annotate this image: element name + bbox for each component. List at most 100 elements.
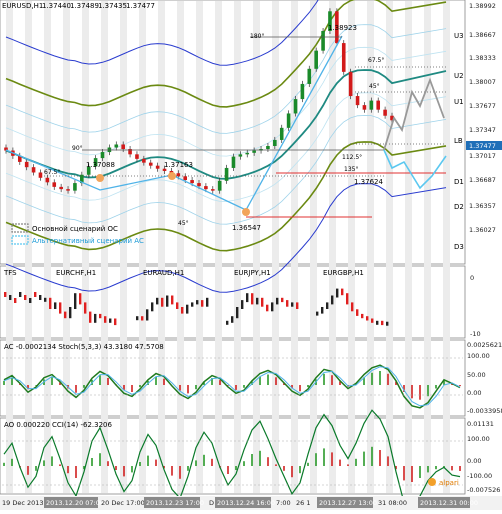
time-label-6: 2013.12.24 16:00 <box>217 499 275 507</box>
candle-body <box>142 158 146 163</box>
candle-body <box>190 180 194 184</box>
tfs-left-bar <box>4 292 7 297</box>
tfs-bar <box>206 297 209 307</box>
tfs-bar <box>331 295 334 305</box>
time-label-8: 26 1 <box>296 499 310 507</box>
candle-body <box>307 68 312 84</box>
tfs-bar <box>89 311 92 323</box>
tfs-bar <box>371 318 374 323</box>
tfs-bar <box>261 297 264 307</box>
tfs-bar <box>151 302 154 312</box>
level-u1: U1 <box>454 98 464 106</box>
tfs-bar <box>186 304 189 314</box>
price-tick-2: 1.38667 <box>469 31 496 39</box>
session-shade <box>405 1 412 493</box>
price-tick-7: 1.37017 <box>469 152 496 160</box>
candle-body <box>383 109 387 116</box>
session-shade <box>253 1 260 493</box>
tfs-bar <box>271 302 274 312</box>
session-shade <box>158 1 165 493</box>
candle-body <box>121 144 125 150</box>
tfs-bar <box>79 293 82 305</box>
tfs-bar <box>171 295 174 305</box>
tfs-bar <box>201 300 204 307</box>
price-tick-5: 1.37677 <box>469 102 496 110</box>
price-tick-1: 1.38992 <box>469 2 496 10</box>
candle-body <box>197 183 201 187</box>
tfs-bar <box>321 307 324 314</box>
tfs-bar <box>231 316 234 323</box>
ac-axis-2: 100.00 <box>467 352 490 360</box>
angle-180: 180° <box>250 33 264 40</box>
session-shade <box>443 1 450 493</box>
ac-axis-5: -0.0033958 <box>467 407 502 415</box>
band-line-5 <box>5 115 447 225</box>
tfs-bar <box>176 302 179 309</box>
time-label-3: 20 Dec 17:00 <box>101 499 145 507</box>
angle-112: 112.5° <box>342 154 362 161</box>
tfs-bar <box>316 311 319 316</box>
ao-axis-5: -0.007526 <box>467 486 500 494</box>
session-shade <box>310 1 317 493</box>
candle-body <box>128 149 132 155</box>
session-shade <box>139 1 146 493</box>
chart-title: EURUSD,H1 <box>2 2 43 10</box>
candle-body <box>148 162 153 166</box>
tfs-left-bar <box>34 292 37 297</box>
tfs-bar <box>326 302 329 309</box>
brand-name: alpari <box>439 479 459 487</box>
tfs-label: TFS <box>3 269 17 277</box>
candle-body <box>210 189 215 191</box>
candle-body <box>341 43 346 72</box>
candle-body <box>24 161 29 168</box>
level-d1: D1 <box>454 178 464 186</box>
angle-45-low: 45° <box>178 220 189 227</box>
ac-axis-3: 50.00 <box>467 371 486 379</box>
angle-67-left: 67.5° <box>44 169 60 176</box>
tfs-symbol-2: EURAUD,H1 <box>143 269 184 277</box>
last-price-badge <box>466 141 502 150</box>
ac-axis-1: 0.0025621 <box>467 341 502 349</box>
candle-body <box>100 152 105 159</box>
tfs-bar <box>356 309 359 316</box>
legend-alt-swatch <box>11 235 29 245</box>
tfs-bar <box>381 320 384 326</box>
tfs-bar <box>236 307 239 319</box>
tfs-symbol-1: EURCHF,H1 <box>56 269 96 277</box>
session-shade <box>291 1 298 493</box>
tfs-bar <box>386 321 389 326</box>
candle-body <box>224 167 229 181</box>
session-shade <box>367 1 374 493</box>
price-tick-6: 1.37347 <box>469 126 496 134</box>
candle-body <box>93 158 98 167</box>
tfs-bar <box>246 293 249 303</box>
candle-body <box>217 180 222 191</box>
candle-body <box>369 100 374 110</box>
time-label-1: 19 Dec 2013 <box>2 499 44 507</box>
tfs-bar <box>286 300 289 307</box>
price-tick-10: 1.36027 <box>469 226 496 234</box>
session-shade <box>44 1 51 493</box>
stoch-signal-line <box>3 366 461 407</box>
tfs-bar <box>59 302 62 314</box>
tfs-bar <box>251 293 254 305</box>
time-badge-3 <box>215 497 271 508</box>
price-mark-high: 1.38923 <box>328 24 357 32</box>
session-shade <box>63 1 70 493</box>
alt-scenario-path <box>383 149 447 190</box>
candle-body <box>52 182 57 187</box>
tfs-bar <box>296 302 299 309</box>
tfs-bar <box>366 316 369 321</box>
tfs-bar <box>69 307 72 319</box>
tfs-bar <box>281 297 284 303</box>
session-shade <box>215 1 222 493</box>
tfs-bar <box>191 302 194 307</box>
session-shade <box>386 1 393 493</box>
candle-body <box>162 168 167 171</box>
pivot-dot-3 <box>242 208 250 216</box>
candle-body <box>390 115 394 121</box>
level-d3: D3 <box>454 243 464 251</box>
angle-135: 135° <box>344 166 358 173</box>
tfs-bar <box>109 318 112 323</box>
candle-body <box>4 147 8 151</box>
